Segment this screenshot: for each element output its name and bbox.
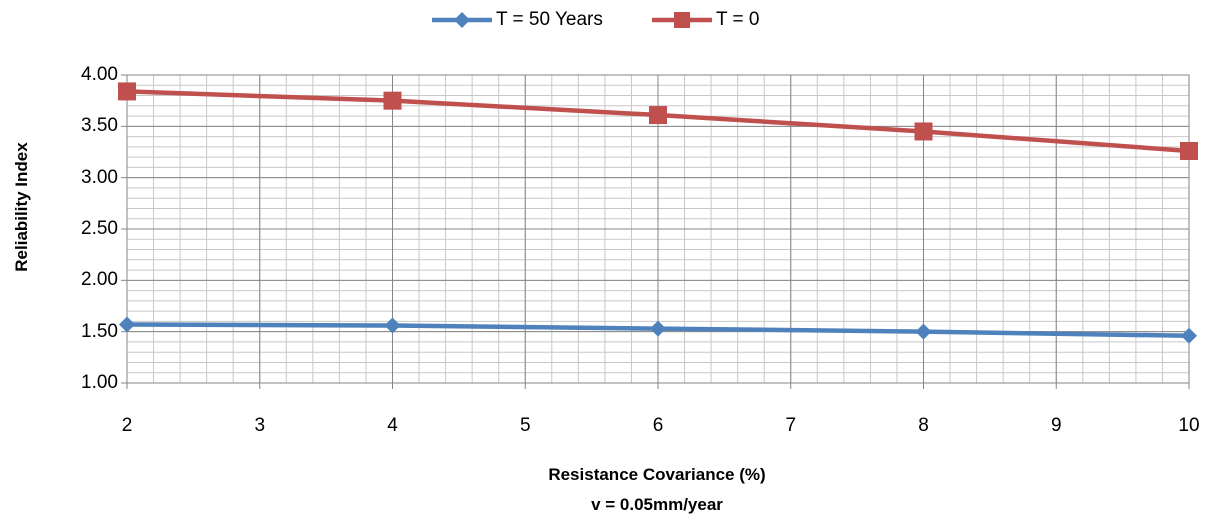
x-tick-label: 6 [652, 415, 664, 436]
x-tick-label: 8 [918, 415, 929, 436]
legend-swatch-red-square-icon [652, 12, 712, 28]
data-point-square [914, 122, 933, 141]
data-point-diamond [915, 323, 932, 340]
data-point-square [1180, 141, 1198, 160]
x-tick-label: 3 [254, 415, 266, 436]
data-point-diamond [119, 316, 135, 333]
legend-item-t-0: T = 0 [652, 6, 759, 34]
y-tick-label: 3.50 [81, 115, 118, 137]
x-tick-label: 2 [121, 415, 133, 436]
data-point-square [118, 82, 136, 101]
y-tick-label: 4.00 [81, 64, 118, 85]
legend: T = 50 Years T = 0 [0, 6, 1210, 34]
y-tick-label: 3.00 [81, 166, 118, 188]
legend-item-t-50-years: T = 50 Years [432, 6, 603, 34]
series-layer [118, 82, 1198, 344]
x-tick-label: 9 [1050, 415, 1062, 436]
axis-ticks [121, 74, 1190, 389]
x-tick-label: 5 [519, 415, 531, 436]
x-tick-label: 7 [785, 415, 797, 436]
x-tick-label: 4 [387, 415, 398, 436]
y-tick-label: 2.00 [81, 269, 118, 291]
y-tick-label: 1.00 [81, 372, 118, 393]
legend-swatch-blue-diamond-icon [432, 12, 492, 28]
data-point-diamond [1181, 327, 1197, 344]
y-axis-title: Reliability Index [12, 142, 31, 272]
y-tick-label: 1.50 [81, 320, 118, 342]
x-tick-label: 10 [1178, 415, 1200, 436]
y-tick-label: 2.50 [81, 218, 118, 239]
data-point-square [649, 106, 667, 125]
legend-label: T = 50 Years [496, 9, 603, 30]
data-point-square [383, 91, 402, 110]
data-point-diamond [384, 317, 401, 334]
legend-label: T = 0 [716, 9, 760, 30]
data-point-diamond [650, 320, 666, 337]
x-axis-title: Resistance Covariance (%) [548, 465, 766, 484]
chart-subtitle: v = 0.05mm/year [591, 495, 723, 514]
